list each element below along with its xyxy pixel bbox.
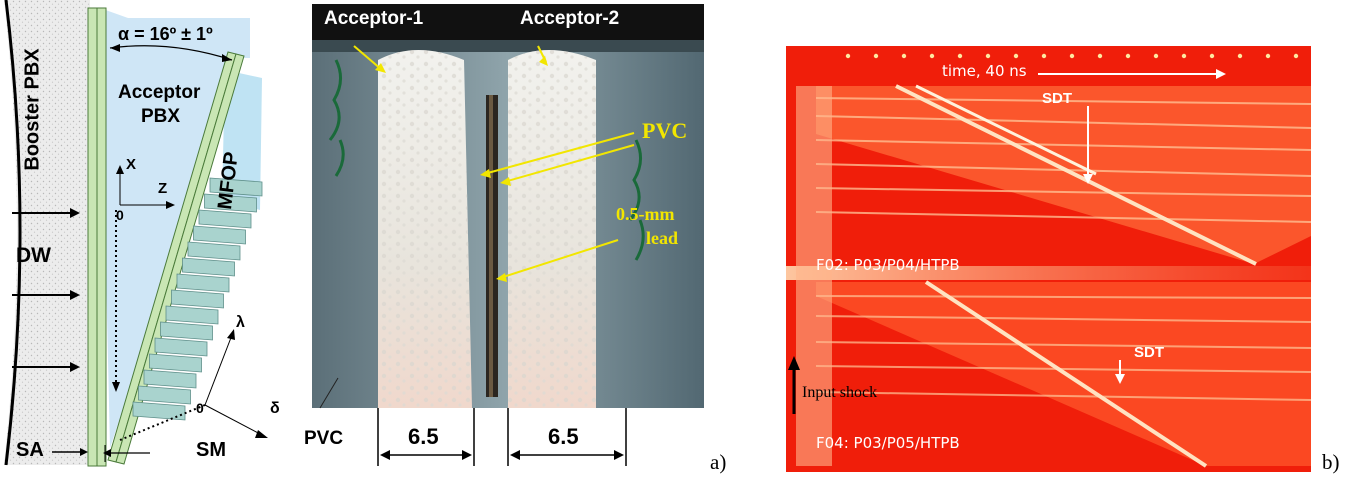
f02-label: F02: P03/P04/HTPB (816, 256, 960, 274)
inclined-plate-2 (115, 53, 245, 465)
xz-axes (119, 170, 170, 206)
upper-streak-lines (815, 97, 1312, 223)
photo-drawing (312, 4, 704, 466)
timing-dot (1293, 53, 1299, 59)
lead-label-2: lead (646, 228, 679, 248)
panel-label-b: b) (1322, 450, 1340, 474)
acceptor-pbx-label-1: Acceptor (118, 82, 201, 103)
delta-label: δ (270, 400, 280, 417)
fiber-tooth (160, 321, 213, 341)
z-axis-label: Z (158, 180, 168, 197)
fiber-tooth (143, 369, 197, 389)
panel-label-a: a) (710, 450, 727, 474)
mfop-band (222, 70, 262, 210)
yellow-arrows (353, 45, 635, 279)
timing-dot (957, 53, 963, 59)
time-label: time, 40 ns (942, 62, 1027, 80)
vertical-plate-1 (87, 7, 98, 467)
photo-top-bar (312, 4, 704, 40)
timing-dot (1265, 53, 1271, 59)
timing-dot (845, 53, 851, 59)
dotted-normal (119, 404, 206, 441)
timing-dot (1013, 53, 1019, 59)
origin-bottom-label: 0 (196, 400, 204, 416)
fiber-tooth (193, 225, 246, 245)
timing-dot (1125, 53, 1131, 59)
upper-sdt-front (895, 84, 1257, 266)
acceptor-1-label: Acceptor-1 (324, 8, 424, 29)
marker-writing-left (328, 59, 345, 177)
fiber-tooth (171, 289, 224, 309)
pvc-right-label: PVC (642, 118, 688, 143)
schematic-drawing (4, 0, 268, 467)
booster-pbx-region (4, 0, 90, 465)
x-axis-label: X (126, 156, 137, 173)
fiber-tooth (149, 353, 202, 373)
lower-sdt-front (924, 280, 1208, 468)
delta-axis (204, 404, 263, 436)
timing-dot (1069, 53, 1075, 59)
lambda-label: λ (236, 314, 245, 331)
timing-dots (845, 53, 1299, 59)
acceptor-pbx-region (100, 8, 240, 448)
origin-top-label: 0 (116, 207, 124, 223)
input-shock-label: Input shock (802, 384, 878, 401)
booster-pbx-label: Booster PBX (21, 48, 44, 171)
dw-label: DW (16, 244, 51, 267)
streak-panel: time, 40 ns SDT F02: P03/P04/HTPB SDT In… (786, 46, 1350, 481)
timing-dot (1181, 53, 1187, 59)
fiber-tooth (132, 401, 186, 421)
fiber-tooth (187, 241, 241, 261)
angle-arc (109, 45, 233, 61)
separator-band (786, 266, 1311, 280)
timing-dot (1097, 53, 1103, 59)
sdt-bottom-label: SDT (1134, 344, 1164, 361)
timing-dot (1153, 53, 1159, 59)
booster-curve (4, 0, 22, 466)
input-column (796, 86, 832, 466)
fiber-tooth (165, 305, 219, 325)
dimension-lines (377, 408, 627, 466)
timing-dot (1041, 53, 1047, 59)
schematic-panel: Booster PBX α = 16º ± 1º Acceptor PBX MF… (0, 0, 300, 481)
fiber-tooth (198, 209, 252, 229)
acceptor-pbx-label-2: PBX (141, 106, 181, 127)
timing-dot (929, 53, 935, 59)
marker-writing-right (628, 139, 645, 261)
timing-dot (1209, 53, 1215, 59)
sdt-top-label: SDT (1042, 90, 1072, 107)
fiber-tooth (209, 177, 263, 197)
fiber-tooth (154, 337, 208, 357)
fiber-tooth (182, 257, 235, 277)
mfop-fiber-comb (132, 177, 263, 421)
lambda-axis (204, 334, 233, 406)
dimension-label-2: 6.5 (548, 424, 579, 449)
timing-dot (1237, 53, 1243, 59)
fiber-tooth (204, 193, 257, 213)
timing-dot (985, 53, 991, 59)
lead-label-1: 0.5-mm (616, 204, 675, 224)
timing-dot (901, 53, 907, 59)
dw-arrows (12, 212, 72, 368)
sa-label: SA (16, 439, 44, 461)
fiber-tooth (138, 385, 191, 405)
streak-image (786, 46, 1312, 472)
fiber-tooth (176, 273, 230, 293)
pvc-left-label: PVC (304, 428, 344, 449)
angle-label: α = 16º ± 1º (118, 24, 213, 44)
lower-streak-lines (815, 295, 1312, 401)
acceptor-2-label: Acceptor-2 (520, 8, 620, 29)
dimension-label-1: 6.5 (408, 424, 439, 449)
timing-dot (873, 53, 879, 59)
f04-label: F04: P03/P05/HTPB (816, 434, 960, 452)
vertical-plate-2 (96, 7, 107, 467)
sm-label: SM (196, 439, 226, 461)
pvc-pointer (319, 377, 339, 409)
photo-panel: Acceptor-1 Acceptor-2 PVC 0.5-mm lead PV… (296, 0, 736, 481)
